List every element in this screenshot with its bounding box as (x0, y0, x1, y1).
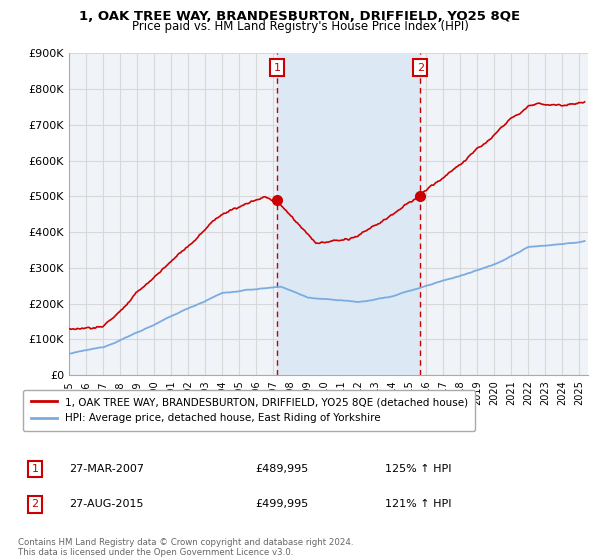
Text: Price paid vs. HM Land Registry's House Price Index (HPI): Price paid vs. HM Land Registry's House … (131, 20, 469, 33)
Text: 121% ↑ HPI: 121% ↑ HPI (385, 500, 451, 509)
Text: £499,995: £499,995 (255, 500, 308, 509)
Legend: 1, OAK TREE WAY, BRANDESBURTON, DRIFFIELD, YO25 8QE (detached house), HPI: Avera: 1, OAK TREE WAY, BRANDESBURTON, DRIFFIEL… (23, 390, 475, 431)
Text: 27-MAR-2007: 27-MAR-2007 (69, 464, 144, 474)
Text: 2: 2 (31, 500, 38, 509)
Text: 27-AUG-2015: 27-AUG-2015 (69, 500, 143, 509)
Text: 1: 1 (274, 63, 281, 73)
Bar (277, 53, 421, 375)
Text: 1: 1 (31, 464, 38, 474)
Text: 2: 2 (417, 63, 424, 73)
Text: £489,995: £489,995 (255, 464, 308, 474)
Text: Contains HM Land Registry data © Crown copyright and database right 2024.
This d: Contains HM Land Registry data © Crown c… (18, 538, 353, 557)
Text: 125% ↑ HPI: 125% ↑ HPI (385, 464, 451, 474)
Text: 1, OAK TREE WAY, BRANDESBURTON, DRIFFIELD, YO25 8QE: 1, OAK TREE WAY, BRANDESBURTON, DRIFFIEL… (79, 10, 521, 23)
